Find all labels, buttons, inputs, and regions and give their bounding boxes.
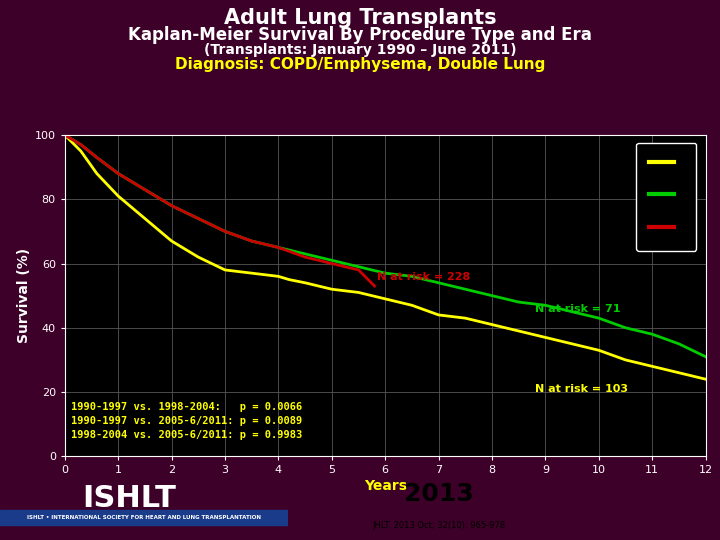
Text: ISHLT • INTERNATIONAL SOCIETY FOR HEART AND LUNG TRANSPLANTATION: ISHLT • INTERNATIONAL SOCIETY FOR HEART … bbox=[27, 515, 261, 520]
Text: N at risk = 228: N at risk = 228 bbox=[377, 272, 470, 281]
Text: JHLT. 2013 Oct; 32(10): 965-978: JHLT. 2013 Oct; 32(10): 965-978 bbox=[373, 521, 505, 530]
Text: 2013: 2013 bbox=[405, 482, 474, 506]
Text: Kaplan-Meier Survival By Procedure Type and Era: Kaplan-Meier Survival By Procedure Type … bbox=[128, 26, 592, 44]
Text: N at risk = 71: N at risk = 71 bbox=[535, 303, 620, 314]
Text: ISHLT: ISHLT bbox=[83, 484, 176, 512]
Text: (Transplants: January 1990 – June 2011): (Transplants: January 1990 – June 2011) bbox=[204, 43, 516, 57]
Text: Adult Lung Transplants: Adult Lung Transplants bbox=[224, 8, 496, 28]
Text: N at risk = 103: N at risk = 103 bbox=[535, 384, 628, 394]
Text: Diagnosis: COPD/Emphysema, Double Lung: Diagnosis: COPD/Emphysema, Double Lung bbox=[175, 57, 545, 72]
X-axis label: Years: Years bbox=[364, 480, 407, 494]
Legend: , , : , , bbox=[636, 143, 696, 251]
Y-axis label: Survival (%): Survival (%) bbox=[17, 248, 31, 343]
Text: 1990-1997 vs. 1998-2004:   p = 0.0066
1990-1997 vs. 2005-6/2011: p = 0.0089
1998: 1990-1997 vs. 1998-2004: p = 0.0066 1990… bbox=[71, 402, 302, 440]
Bar bbox=[0, 510, 288, 525]
